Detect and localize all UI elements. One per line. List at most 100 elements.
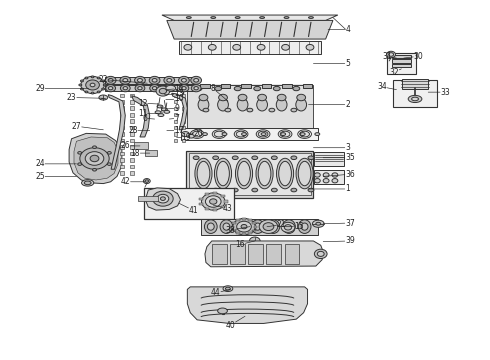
Ellipse shape [213, 188, 219, 192]
FancyBboxPatch shape [248, 219, 251, 221]
Ellipse shape [198, 98, 209, 111]
Text: 32: 32 [389, 68, 401, 77]
Ellipse shape [309, 17, 314, 18]
FancyBboxPatch shape [315, 170, 343, 184]
Ellipse shape [236, 131, 246, 137]
Ellipse shape [208, 44, 216, 50]
Ellipse shape [164, 85, 174, 92]
Ellipse shape [108, 87, 113, 90]
Ellipse shape [120, 76, 131, 84]
Ellipse shape [239, 223, 245, 230]
Ellipse shape [149, 76, 160, 84]
Ellipse shape [282, 44, 290, 50]
Ellipse shape [211, 17, 216, 18]
Text: 33: 33 [428, 87, 450, 96]
Ellipse shape [308, 188, 314, 192]
Ellipse shape [138, 78, 143, 82]
Ellipse shape [315, 173, 320, 177]
Ellipse shape [161, 108, 167, 111]
FancyBboxPatch shape [221, 195, 225, 197]
Ellipse shape [157, 194, 169, 203]
Polygon shape [172, 93, 187, 130]
Ellipse shape [236, 220, 248, 233]
Ellipse shape [138, 87, 142, 90]
FancyBboxPatch shape [130, 171, 134, 175]
FancyBboxPatch shape [130, 158, 134, 162]
FancyBboxPatch shape [254, 226, 257, 228]
Ellipse shape [152, 78, 157, 82]
Ellipse shape [256, 158, 273, 189]
Ellipse shape [178, 76, 189, 84]
Ellipse shape [225, 108, 231, 112]
FancyBboxPatch shape [182, 113, 185, 116]
Ellipse shape [237, 221, 251, 232]
Ellipse shape [186, 17, 191, 18]
FancyBboxPatch shape [252, 222, 256, 224]
Ellipse shape [184, 44, 192, 50]
Ellipse shape [190, 130, 204, 138]
Polygon shape [167, 21, 333, 39]
Ellipse shape [123, 78, 128, 82]
Text: 31: 31 [382, 52, 396, 61]
Ellipse shape [135, 76, 146, 84]
Ellipse shape [121, 85, 130, 92]
Ellipse shape [150, 85, 159, 92]
FancyBboxPatch shape [214, 209, 218, 211]
FancyBboxPatch shape [186, 151, 314, 198]
Ellipse shape [252, 156, 258, 159]
FancyBboxPatch shape [248, 233, 251, 234]
Ellipse shape [252, 188, 258, 192]
Ellipse shape [192, 131, 202, 137]
Text: 21: 21 [267, 220, 286, 229]
Polygon shape [146, 188, 180, 210]
Ellipse shape [235, 17, 240, 18]
Ellipse shape [238, 94, 247, 101]
Ellipse shape [258, 131, 268, 137]
Text: 8: 8 [211, 84, 228, 101]
Text: 6: 6 [143, 114, 155, 123]
Ellipse shape [261, 133, 266, 135]
Ellipse shape [85, 152, 104, 165]
Ellipse shape [181, 132, 189, 136]
Ellipse shape [197, 161, 210, 186]
FancyBboxPatch shape [130, 113, 134, 117]
Ellipse shape [241, 225, 247, 229]
Ellipse shape [223, 286, 233, 292]
Text: 28: 28 [128, 126, 150, 135]
Ellipse shape [145, 180, 148, 182]
Text: 41: 41 [179, 203, 198, 215]
Ellipse shape [107, 163, 111, 165]
Text: 39: 39 [323, 237, 355, 246]
Ellipse shape [279, 161, 292, 186]
Text: 5: 5 [314, 59, 350, 68]
Ellipse shape [234, 86, 241, 91]
FancyBboxPatch shape [262, 84, 271, 88]
FancyBboxPatch shape [303, 84, 313, 88]
FancyBboxPatch shape [130, 100, 134, 104]
FancyBboxPatch shape [182, 126, 185, 129]
Ellipse shape [195, 158, 212, 189]
Ellipse shape [195, 86, 202, 91]
FancyBboxPatch shape [248, 244, 263, 264]
FancyBboxPatch shape [130, 139, 134, 142]
Ellipse shape [97, 77, 100, 79]
Ellipse shape [220, 220, 233, 233]
Text: 38: 38 [225, 226, 250, 235]
FancyBboxPatch shape [392, 59, 411, 63]
FancyBboxPatch shape [182, 107, 185, 110]
Ellipse shape [316, 222, 321, 225]
Ellipse shape [80, 88, 83, 90]
Text: 43: 43 [213, 204, 233, 213]
Ellipse shape [233, 219, 255, 235]
Ellipse shape [99, 95, 108, 100]
Ellipse shape [101, 80, 104, 82]
Ellipse shape [204, 220, 217, 233]
Text: 37: 37 [323, 219, 355, 228]
FancyBboxPatch shape [392, 64, 411, 67]
FancyBboxPatch shape [130, 145, 134, 149]
Ellipse shape [232, 188, 238, 192]
FancyBboxPatch shape [285, 244, 299, 264]
FancyBboxPatch shape [267, 244, 281, 264]
FancyBboxPatch shape [104, 77, 195, 84]
FancyBboxPatch shape [182, 132, 185, 136]
